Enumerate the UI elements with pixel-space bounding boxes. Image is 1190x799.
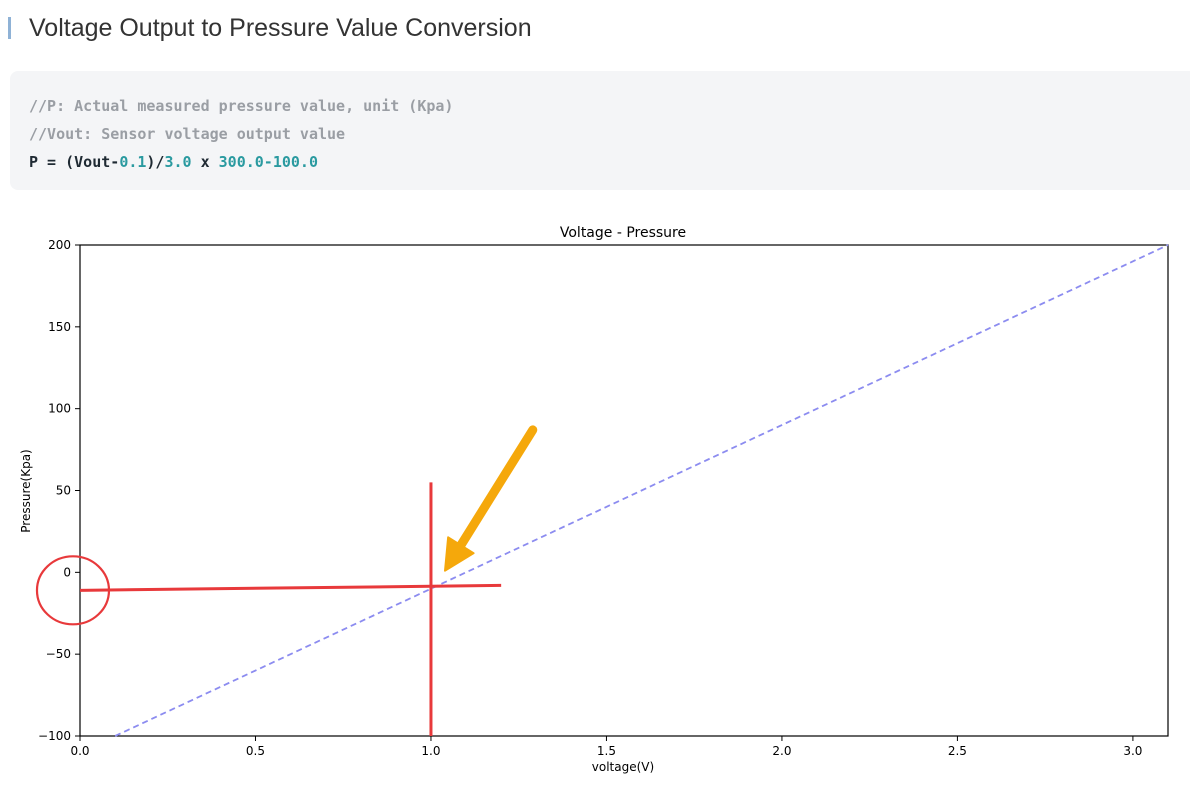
code-comment-vout: //Vout: Sensor voltage output value [29,125,346,143]
page-title: Voltage Output to Pressure Value Convers… [29,13,532,42]
voltage-pressure-chart: Voltage - Pressure voltage(V) Pressure(K… [19,225,1169,774]
code-block: //P: Actual measured pressure value, uni… [10,71,1190,190]
y-tick-label: 150 [48,320,71,334]
formula-part: x [191,153,219,171]
heading-accent-bar [8,17,11,39]
axes-frame [79,244,1169,737]
y-tick-label: 50 [56,484,71,498]
arrow-shaft [455,425,538,552]
highlight-circle [35,555,111,626]
formula-part: P = (Vout- [29,153,120,171]
formula-number: 3.0 [164,153,192,171]
x-axis-label: voltage(V) [592,760,654,774]
x-tick-label: 2.0 [772,744,791,758]
x-tick-label: 0.0 [70,744,89,758]
chart-container: Voltage - Pressure voltage(V) Pressure(K… [0,205,1190,799]
x-tick-label: 1.0 [421,744,440,758]
arrow-head [444,536,475,572]
y-tick-label: 0 [63,565,71,579]
series-line [114,244,1169,737]
y-axis-label: Pressure(Kpa) [19,449,33,532]
plot-area [79,244,1169,737]
y-tick-label: 100 [48,402,71,416]
formula-number: 300.0-100.0 [218,153,318,171]
y-tick-label: −50 [46,647,71,661]
formula-number: 0.1 [119,153,147,171]
horizontal-marker-line [79,583,502,592]
code-comment-pressure: //P: Actual measured pressure value, uni… [29,97,454,115]
x-tick-label: 2.5 [948,744,967,758]
code-formula: P = (Vout-0.1)/3.0 x 300.0-100.0 [29,148,1190,176]
x-tick-label: 0.5 [246,744,265,758]
annotations [35,425,538,736]
page-heading: Voltage Output to Pressure Value Convers… [8,12,532,44]
y-tick-label: −100 [38,729,71,743]
axis-ticks: 0.0 0.5 1.0 1.5 2.0 2.5 3.0 −100 −50 0 50 100 150 200 [38,238,1142,758]
x-tick-label: 1.5 [597,744,616,758]
x-tick-label: 3.0 [1123,744,1142,758]
y-tick-label: 200 [48,238,71,252]
formula-part: )/ [146,153,165,171]
chart-title: Voltage - Pressure [560,225,686,241]
